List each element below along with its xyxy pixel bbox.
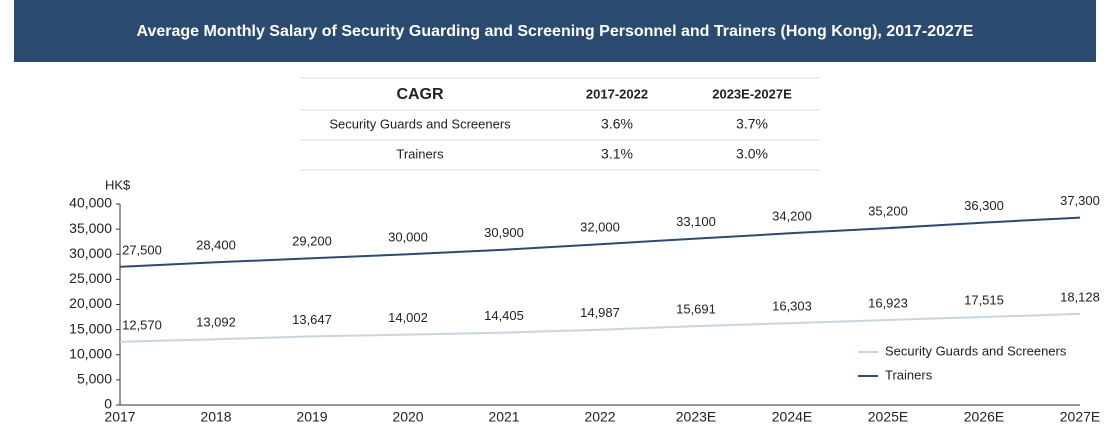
x-tick-label: 2024E bbox=[772, 409, 812, 425]
data-label: 15,691 bbox=[676, 302, 716, 317]
data-label: 35,200 bbox=[868, 204, 908, 219]
y-tick-label: 35,000 bbox=[69, 220, 112, 236]
table-header: CAGR bbox=[396, 86, 444, 103]
legend-label: Trainers bbox=[885, 367, 933, 382]
data-label: 13,647 bbox=[292, 312, 332, 327]
data-label: 33,100 bbox=[676, 214, 716, 229]
x-tick-label: 2019 bbox=[296, 409, 327, 425]
table-cell: Trainers bbox=[396, 146, 444, 161]
x-tick-label: 2018 bbox=[200, 409, 231, 425]
x-tick-label: 2021 bbox=[488, 409, 519, 425]
table-header: 2023E-2027E bbox=[712, 86, 792, 101]
y-tick-label: 10,000 bbox=[69, 345, 112, 361]
x-tick-label: 2023E bbox=[676, 409, 716, 425]
data-label: 36,300 bbox=[964, 198, 1004, 213]
y-tick-label: 20,000 bbox=[69, 295, 112, 311]
table-header: 2017-2022 bbox=[586, 86, 648, 101]
x-tick-label: 2025E bbox=[868, 409, 908, 425]
y-tick-label: 25,000 bbox=[69, 270, 112, 286]
table-cell: 3.1% bbox=[601, 146, 633, 162]
x-tick-label: 2017 bbox=[104, 409, 135, 425]
data-label: 17,515 bbox=[964, 292, 1004, 307]
data-label: 14,405 bbox=[484, 308, 524, 323]
y-axis-label: HK$ bbox=[105, 177, 131, 192]
data-label: 14,987 bbox=[580, 305, 620, 320]
y-tick-label: 40,000 bbox=[69, 195, 112, 211]
data-label: 32,000 bbox=[580, 220, 620, 235]
y-tick-label: 30,000 bbox=[69, 245, 112, 261]
data-label: 29,200 bbox=[292, 234, 332, 249]
data-label: 27,500 bbox=[122, 242, 162, 257]
table-cell: Security Guards and Screeners bbox=[329, 116, 511, 131]
data-label: 13,092 bbox=[196, 315, 236, 330]
table-cell: 3.0% bbox=[736, 146, 768, 162]
data-label: 28,400 bbox=[196, 238, 236, 253]
series-line bbox=[119, 216, 1081, 268]
x-tick-label: 2020 bbox=[392, 409, 423, 425]
data-label: 30,900 bbox=[484, 225, 524, 240]
data-label: 18,128 bbox=[1060, 289, 1100, 304]
y-tick-label: 5,000 bbox=[77, 371, 112, 387]
x-tick-label: 2026E bbox=[964, 409, 1004, 425]
data-label: 16,923 bbox=[868, 295, 908, 310]
series-line bbox=[119, 312, 1081, 343]
table-cell: 3.6% bbox=[601, 116, 633, 132]
data-label: 34,200 bbox=[772, 209, 812, 224]
x-tick-label: 2027E bbox=[1060, 409, 1100, 425]
y-tick-label: 15,000 bbox=[69, 320, 112, 336]
chart-title: Average Monthly Salary of Security Guard… bbox=[137, 23, 974, 40]
data-label: 16,303 bbox=[772, 299, 812, 314]
x-tick-label: 2022 bbox=[584, 409, 615, 425]
data-label: 14,002 bbox=[388, 310, 428, 325]
legend-label: Security Guards and Screeners bbox=[885, 343, 1067, 358]
data-label: 37,300 bbox=[1060, 193, 1100, 208]
data-label: 12,570 bbox=[122, 317, 162, 332]
title-banner bbox=[14, 0, 1096, 62]
y-tick-label: 0 bbox=[104, 396, 112, 412]
table-cell: 3.7% bbox=[736, 116, 768, 132]
data-label: 30,000 bbox=[388, 230, 428, 245]
